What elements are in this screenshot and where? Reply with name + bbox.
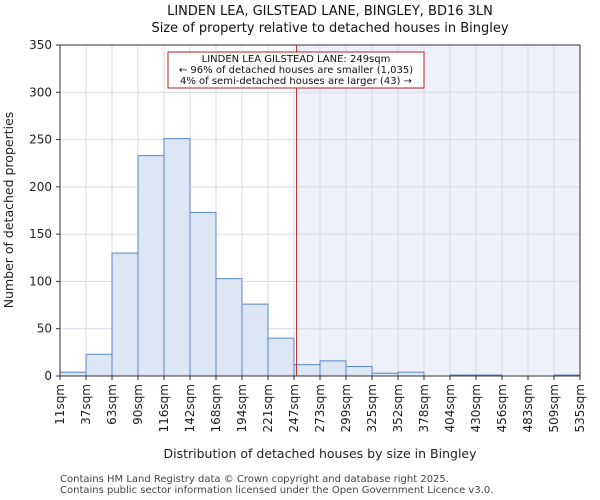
bar (85, 353, 113, 377)
x-tick-label: 404sqm (443, 384, 457, 432)
y-tick-label: 350 (29, 38, 52, 52)
annotation-line2: ← 96% of detached houses are smaller (1,… (179, 65, 413, 76)
bar (59, 371, 87, 377)
x-tick-label: 352sqm (391, 384, 405, 432)
x-tick-label: 168sqm (209, 384, 223, 432)
y-tick-label: 150 (29, 227, 52, 241)
x-tick-label: 325sqm (365, 384, 379, 432)
bar (397, 371, 425, 377)
x-tick-label: 430sqm (469, 384, 483, 432)
bar (137, 155, 165, 377)
x-tick-label: 483sqm (521, 384, 535, 432)
y-tick-label: 200 (29, 180, 52, 194)
x-tick-label: 247sqm (287, 384, 301, 432)
x-tick-label: 378sqm (417, 384, 431, 432)
bar (111, 252, 139, 377)
x-tick-label: 116sqm (157, 384, 171, 432)
y-tick-label: 300 (29, 85, 52, 99)
chart-title-line1: LINDEN LEA, GILSTEAD LANE, BINGLEY, BD16… (167, 4, 493, 19)
bar (215, 278, 243, 377)
x-tick-label: 456sqm (495, 384, 509, 432)
highlight-region (296, 45, 580, 376)
y-tick-label: 100 (29, 274, 52, 288)
y-tick-label: 250 (29, 133, 52, 147)
y-axis-label: Number of detached properties (1, 112, 16, 309)
annotation-line1: LINDEN LEA GILSTEAD LANE: 249sqm (202, 54, 391, 65)
x-tick-label: 509sqm (547, 384, 561, 432)
x-axis-ticks: 11sqm 37sqm 63sqm 90sqm 116sqm 142sqm 168sqm 19… (53, 376, 587, 432)
x-tick-label: 11sqm (53, 384, 67, 425)
x-tick-label: 221sqm (261, 384, 275, 432)
y-axis-ticks: 0 50 100 150 200 250 300 350 (29, 38, 60, 383)
footer-line2: Contains public sector information licen… (60, 485, 494, 496)
x-tick-label: 299sqm (339, 384, 353, 432)
bar (267, 337, 295, 377)
x-tick-label: 142sqm (183, 384, 197, 432)
x-axis-label: Distribution of detached houses by size … (163, 446, 477, 461)
bar (319, 360, 347, 377)
y-tick-label: 50 (37, 322, 52, 336)
x-tick-label: 63sqm (105, 384, 119, 425)
footer-line1: Contains HM Land Registry data © Crown c… (60, 474, 449, 485)
annotation-box: LINDEN LEA GILSTEAD LANE: 249sqm ← 96% o… (167, 51, 425, 89)
x-tick-label: 273sqm (313, 384, 327, 432)
bar (189, 211, 217, 377)
chart-title-line2: Size of property relative to detached ho… (151, 21, 508, 36)
annotation-line3: 4% of semi-detached houses are larger (4… (180, 76, 412, 87)
bar (345, 366, 373, 377)
x-tick-label: 194sqm (235, 384, 249, 432)
y-tick-label: 0 (44, 369, 52, 383)
x-tick-label: 535sqm (573, 384, 587, 432)
x-tick-label: 37sqm (79, 384, 93, 425)
bar (163, 138, 191, 377)
annotation-frame (167, 51, 425, 89)
bar (241, 303, 269, 377)
bar (293, 364, 321, 377)
x-tick-label: 90sqm (131, 384, 145, 425)
